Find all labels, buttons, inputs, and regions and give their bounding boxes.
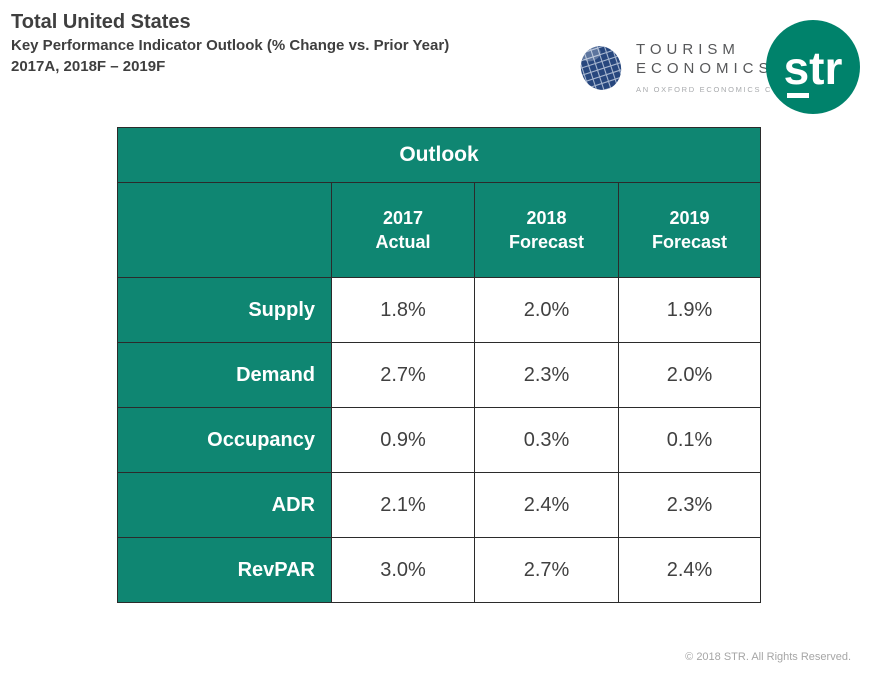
value-cell: 2.0%: [474, 277, 619, 343]
value-cell: 0.9%: [331, 407, 475, 473]
str-logo-text: str: [783, 42, 843, 94]
kpi-outlook-table: Outlook 2017 Actual 2018 Forecast 2019 F…: [116, 127, 762, 603]
value-cell: 2.3%: [617, 472, 762, 538]
value-cell: 2.1%: [331, 472, 475, 538]
corner-cell: [117, 182, 332, 278]
page-title: Total United States: [11, 11, 191, 33]
value-cell: 0.1%: [617, 407, 762, 473]
value-cell: 0.3%: [474, 407, 619, 473]
value-cell: 1.9%: [617, 277, 762, 343]
column-header-2017: 2017 Actual: [331, 182, 475, 278]
table-row-supply: Supply 1.8% 2.0% 1.9%: [117, 277, 762, 343]
table-title-row: Outlook: [116, 127, 762, 183]
value-cell: 2.7%: [331, 342, 475, 408]
column-kind: Forecast: [651, 232, 728, 252]
column-year: 2019: [669, 208, 710, 228]
tourism-economics-line2: ECONOMICS: [636, 60, 774, 77]
row-label: Demand: [117, 342, 332, 408]
row-label: Occupancy: [117, 407, 332, 473]
str-logo: str: [766, 20, 860, 114]
table-row-demand: Demand 2.7% 2.3% 2.0%: [117, 342, 762, 408]
table-row-adr: ADR 2.1% 2.4% 2.3%: [117, 472, 762, 538]
tourism-economics-logo: TOURISM ECONOMICS AN OXFORD ECONOMICS CO…: [577, 40, 814, 94]
column-kind: Actual: [375, 232, 431, 252]
page-subtitle: Key Performance Indicator Outlook (% Cha…: [11, 37, 450, 54]
column-header-2019: 2019 Forecast: [617, 182, 762, 278]
row-label: ADR: [117, 472, 332, 538]
value-cell: 2.4%: [474, 472, 619, 538]
table-row-revpar: RevPAR 3.0% 2.7% 2.4%: [117, 537, 762, 603]
str-logo-underline: [787, 93, 809, 98]
column-kind: Forecast: [508, 232, 585, 252]
table-title: Outlook: [116, 127, 762, 183]
value-cell: 1.8%: [331, 277, 475, 343]
column-header-2018: 2018 Forecast: [474, 182, 619, 278]
column-year: 2017: [382, 208, 424, 228]
value-cell: 2.3%: [474, 342, 619, 408]
tourism-economics-wordmark: TOURISM ECONOMICS AN OXFORD ECONOMICS CO…: [636, 40, 814, 94]
globe-grid-icon: [577, 42, 625, 94]
value-cell: 2.4%: [617, 537, 762, 603]
column-year: 2018: [526, 208, 567, 228]
value-cell: 2.7%: [474, 537, 619, 603]
value-cell: 2.0%: [617, 342, 762, 408]
slide-header: Total United States Key Performance Indi…: [11, 9, 449, 77]
row-label: RevPAR: [117, 537, 332, 603]
value-cell: 3.0%: [331, 537, 475, 603]
page-subtitle-years: 2017A, 2018F – 2019F: [11, 58, 166, 75]
row-label: Supply: [117, 277, 332, 343]
column-header-row: 2017 Actual 2018 Forecast 2019 Forecast: [117, 182, 762, 278]
tourism-economics-line1: TOURISM: [636, 41, 740, 58]
table-row-occupancy: Occupancy 0.9% 0.3% 0.1%: [117, 407, 762, 473]
copyright-notice: © 2018 STR. All Rights Reserved.: [685, 651, 851, 663]
tourism-economics-tagline: AN OXFORD ECONOMICS COMPANY: [636, 85, 815, 94]
